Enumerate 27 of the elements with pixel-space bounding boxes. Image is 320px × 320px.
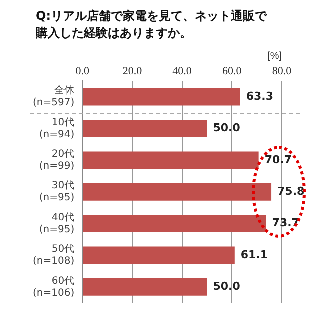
chart-title: Q:リアル店舗で家電を見て、ネット通販で購入した経験はありますか。 <box>36 8 268 42</box>
y-tick-label: 10代 (n=94) <box>39 117 75 140</box>
bar <box>83 88 240 106</box>
bar <box>83 215 266 232</box>
bar <box>83 152 259 170</box>
x-axis-title: [%] <box>268 50 282 62</box>
data-label: 70.7 <box>264 153 292 166</box>
bar <box>83 246 235 264</box>
data-label: 50.0 <box>213 122 241 135</box>
data-label: 50.0 <box>213 280 241 294</box>
x-tick-label: 80.0 <box>272 65 292 78</box>
x-tick-label: 20.0 <box>122 65 143 78</box>
y-tick-label: 60代 (n=106) <box>32 276 75 299</box>
bar <box>83 278 208 296</box>
bar <box>83 120 208 138</box>
y-tick-label: 全体 (n=597) <box>32 84 75 109</box>
y-tick-label: 30代 (n=95) <box>39 180 75 204</box>
data-label: 63.3 <box>246 90 274 103</box>
data-label: 61.1 <box>240 248 268 262</box>
bar <box>83 183 272 201</box>
x-tick-label: 0.0 <box>76 65 90 78</box>
y-tick-label: 20代 (n=99) <box>39 149 75 172</box>
y-tick-label: 40代 (n=95) <box>39 212 75 236</box>
data-label: 75.8 <box>278 184 305 198</box>
x-tick-label: 40.0 <box>172 65 192 78</box>
y-tick-label: 50代 (n=108) <box>32 244 75 268</box>
x-tick-label: 60.0 <box>222 65 242 78</box>
